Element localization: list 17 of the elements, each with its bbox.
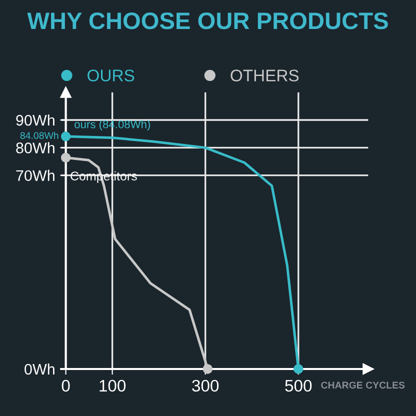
y-tick-label: 80Wh [16,142,54,154]
point [60,152,71,162]
x-tick-label: 0 [62,380,70,392]
x-tick-label: 100 [100,380,126,392]
chart-title: WHY CHOOSE OUR PRODUCTS [27,12,388,30]
legend-label: OTHERS [230,70,299,82]
x-axis-title: CHARGE CYCLES [321,382,405,389]
y-tick-label: 70Wh [16,170,54,182]
y-tick-label: 0Wh [24,363,54,375]
text: 84.08Wh [20,132,58,140]
point [294,364,304,374]
y-tick-label: 90Wh [16,114,54,126]
x-tick-label: 300 [192,380,219,392]
point [60,132,71,142]
point [202,364,213,374]
x-tick-label: 500 [285,380,312,392]
legend-label: OURS [88,70,134,82]
